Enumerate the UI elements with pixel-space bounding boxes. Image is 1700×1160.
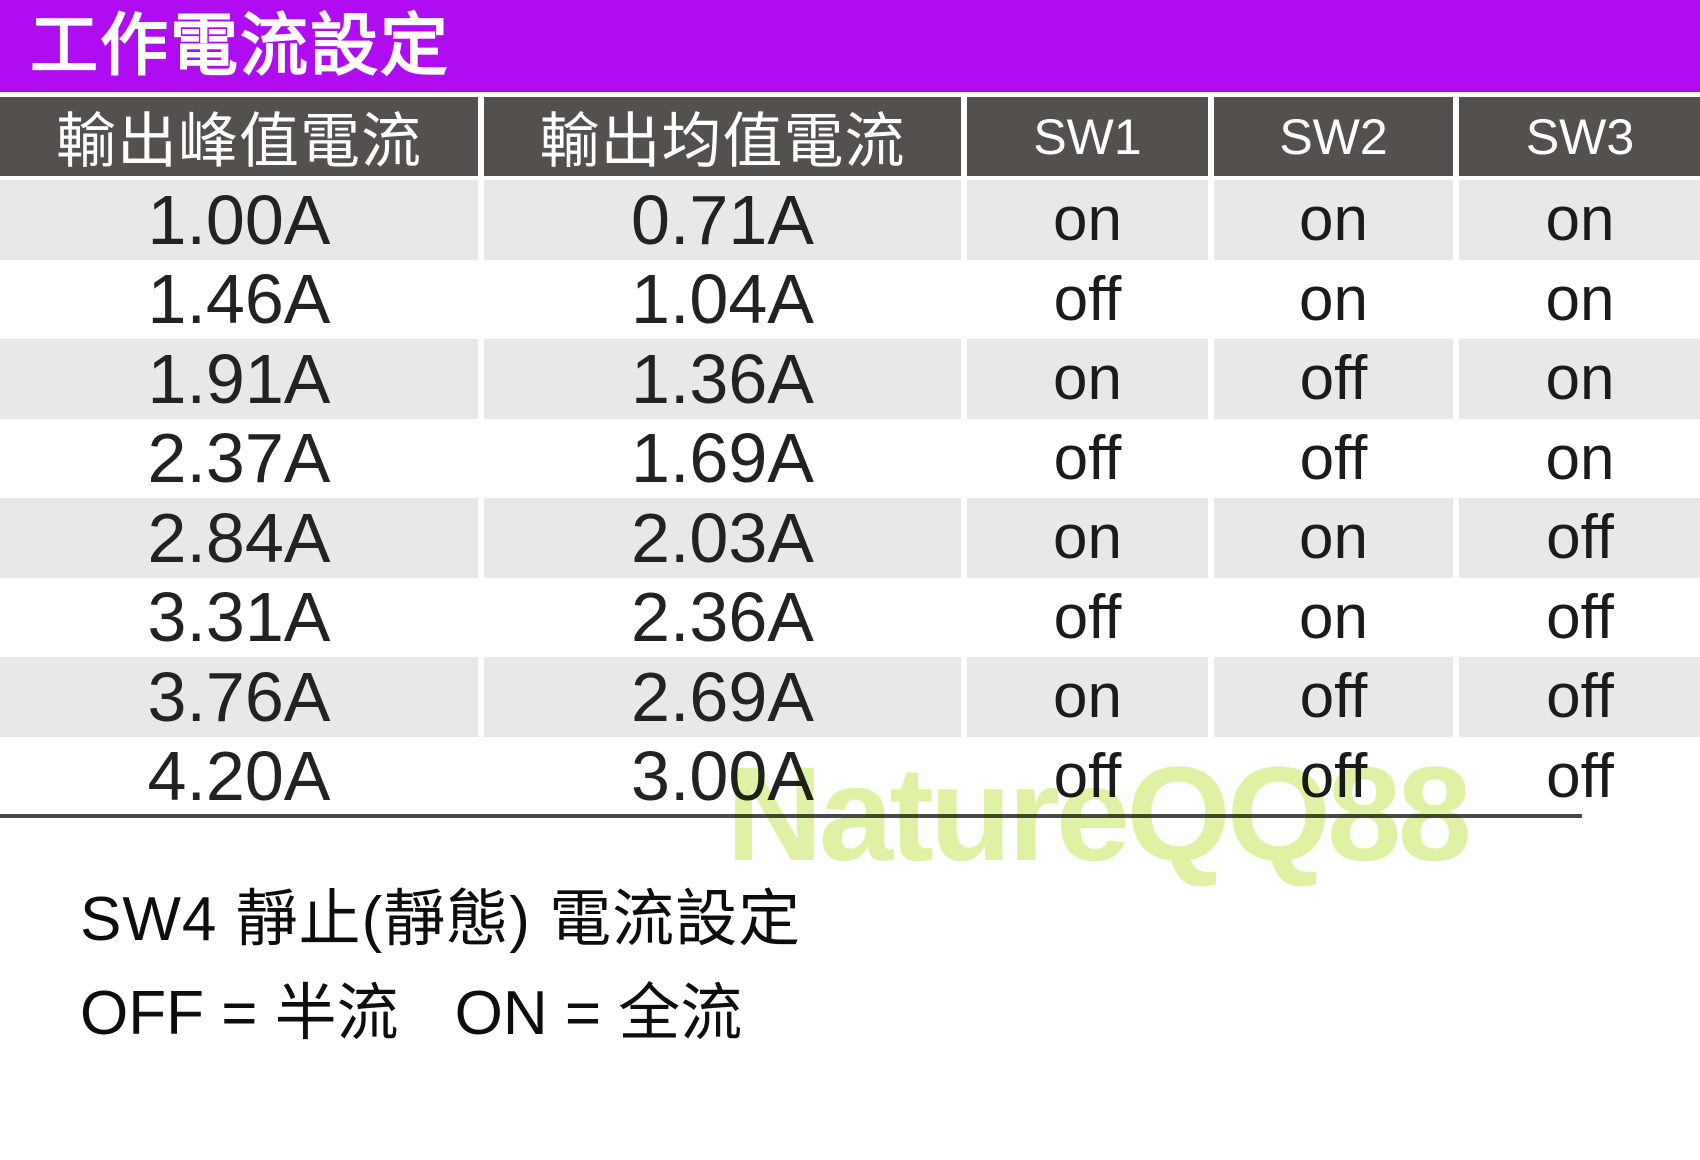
avg-current-cell: 2.03A (484, 498, 961, 578)
sw1-state-cell: on (967, 339, 1208, 419)
avg-current-cell: 1.69A (484, 418, 961, 498)
sw1-state-cell: on (967, 498, 1208, 578)
table-bottom-divider (0, 814, 1582, 818)
avg-current-cell: 1.04A (484, 259, 961, 339)
sw1-state-cell: on (967, 180, 1208, 260)
peak-current-cell: 4.20A (0, 736, 478, 816)
current-settings-table: 輸出峰值電流 輸出均值電流 SW1 SW2 SW3 1.00A 0.71A on… (0, 97, 1700, 816)
col-header-peak-current: 輸出峰值電流 (0, 97, 478, 180)
avg-current-cell: 1.36A (484, 339, 961, 419)
sw1-state-cell: off (967, 577, 1208, 657)
sw2-state-cell: off (1214, 736, 1453, 816)
col-header-avg-current: 輸出均值電流 (484, 97, 961, 180)
peak-current-cell: 1.91A (0, 339, 478, 419)
peak-current-cell: 2.84A (0, 498, 478, 578)
off-legend: OFF = 半流 (80, 979, 399, 1048)
peak-current-cell: 3.31A (0, 577, 478, 657)
off-on-legend: OFF = 半流 ON = 全流 (80, 962, 742, 1052)
sw1-state-cell: off (967, 736, 1208, 816)
avg-current-cell: 2.69A (484, 657, 961, 737)
sw2-state-cell: on (1214, 180, 1453, 260)
peak-current-cell: 1.00A (0, 180, 478, 260)
sw2-state-cell: on (1214, 498, 1453, 578)
col-header-sw2: SW2 (1214, 97, 1453, 180)
sw2-state-cell: off (1214, 339, 1453, 419)
peak-current-cell: 2.37A (0, 418, 478, 498)
sw1-state-cell: on (967, 657, 1208, 737)
sw3-state-cell: off (1459, 736, 1700, 816)
watermark: NatureQQ88 (726, 740, 1472, 889)
sw3-state-cell: on (1459, 418, 1700, 498)
page-title: 工作電流設定 (30, 8, 451, 84)
sw2-state-cell: off (1214, 657, 1453, 737)
sw3-state-cell: on (1459, 180, 1700, 260)
sw3-state-cell: off (1459, 577, 1700, 657)
avg-current-cell: 0.71A (484, 180, 961, 260)
sw1-state-cell: off (967, 259, 1208, 339)
sw2-state-cell: on (1214, 577, 1453, 657)
sw3-state-cell: on (1459, 339, 1700, 419)
sw2-state-cell: on (1214, 259, 1453, 339)
peak-current-cell: 1.46A (0, 259, 478, 339)
peak-current-cell: 3.76A (0, 657, 478, 737)
sw3-state-cell: on (1459, 259, 1700, 339)
on-legend: ON = 全流 (454, 979, 743, 1048)
col-header-sw3: SW3 (1459, 97, 1700, 180)
avg-current-cell: 2.36A (484, 577, 961, 657)
sw3-state-cell: off (1459, 657, 1700, 737)
title-bar: 工作電流設定 (0, 0, 1700, 92)
col-header-sw1: SW1 (967, 97, 1208, 180)
sw2-state-cell: off (1214, 418, 1453, 498)
avg-current-cell: 3.00A (484, 736, 961, 816)
sw3-state-cell: off (1459, 498, 1700, 578)
sw4-note: SW4 靜止(靜態) 電流設定 (80, 885, 802, 954)
sw1-state-cell: off (967, 418, 1208, 498)
